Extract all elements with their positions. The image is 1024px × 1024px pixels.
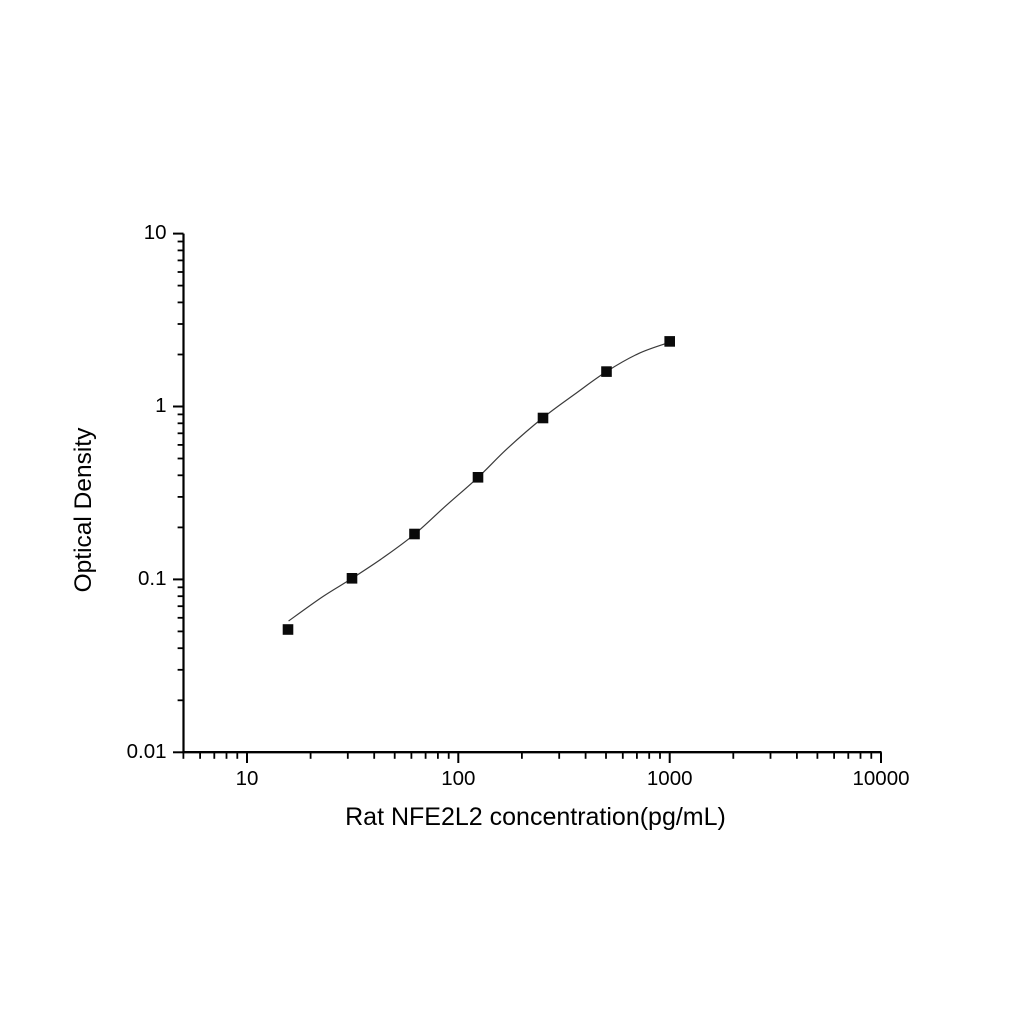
svg-text:10000: 10000: [852, 767, 909, 790]
svg-text:10: 10: [236, 767, 259, 790]
svg-text:Optical Density: Optical Density: [70, 427, 97, 593]
svg-text:1: 1: [155, 394, 166, 417]
svg-text:10: 10: [144, 221, 167, 244]
svg-text:100: 100: [441, 767, 475, 790]
svg-text:0.01: 0.01: [127, 740, 167, 763]
svg-text:Rat NFE2L2 concentration(pg/mL: Rat NFE2L2 concentration(pg/mL): [345, 803, 726, 831]
svg-text:1000: 1000: [647, 767, 693, 790]
svg-text:0.1: 0.1: [138, 567, 167, 590]
